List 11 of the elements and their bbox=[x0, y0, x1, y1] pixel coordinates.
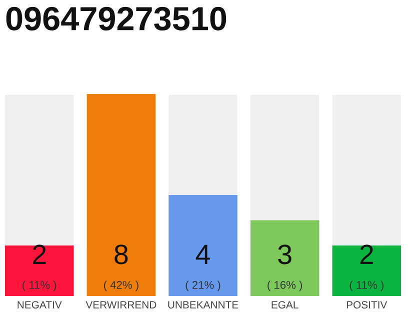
x-tick-label: EGAL bbox=[272, 301, 298, 309]
data-label: 4 ( 21% ) bbox=[186, 244, 220, 292]
data-label: 2 ( 11% ) bbox=[350, 244, 384, 292]
data-label: 8 ( 42% ) bbox=[104, 244, 138, 292]
data-label: 2 ( 11% ) bbox=[22, 244, 56, 292]
x-tick-label: POSITIV bbox=[346, 301, 388, 309]
chart-title: 096479273510 bbox=[6, 6, 226, 31]
x-tick-label: VERWIRREND bbox=[86, 301, 156, 308]
x-tick-label: UNBEKANNTE bbox=[168, 301, 238, 309]
data-label: 3 ( 16% ) bbox=[268, 244, 302, 292]
x-tick-label: NEGATIV bbox=[18, 301, 62, 309]
